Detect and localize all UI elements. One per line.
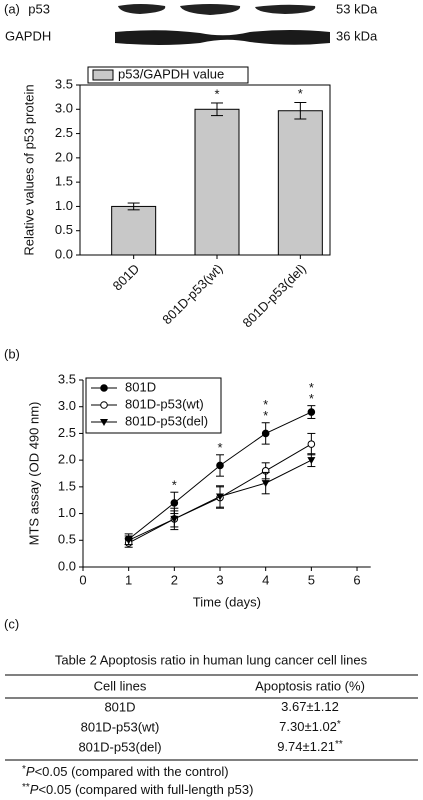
y-tick-label: 2.0 <box>58 452 76 467</box>
y-tick-label: 1.0 <box>55 198 73 213</box>
x-tick-label: 5 <box>308 572 315 587</box>
x-tick-label: 3 <box>216 572 223 587</box>
y-tick-label: 1.5 <box>58 478 76 493</box>
blot-size: 53 kDa <box>336 1 378 16</box>
y-axis-label: Relative values of p53 protein <box>21 84 36 255</box>
annotation: * <box>298 86 303 101</box>
annotation: * <box>309 380 314 395</box>
panel-label: (b) <box>4 346 20 361</box>
y-tick-label: 2.5 <box>55 125 73 140</box>
footnote-mark: * <box>337 719 341 730</box>
table-cell: 801D-p53(wt) <box>81 719 160 734</box>
footnote: *P<0.05 (compared with the control) <box>22 764 229 780</box>
ratio: 3.67±1.12 <box>281 699 339 714</box>
marker <box>170 499 179 507</box>
table-caption: Table 2 Apoptosis ratio in human lung ca… <box>55 652 368 667</box>
y-tick-label: 2.5 <box>58 425 76 440</box>
y-tick-label: 3.5 <box>58 371 76 386</box>
legend-box <box>85 377 222 434</box>
x-tick-label: 4 <box>262 572 269 587</box>
x-tick-label: 2 <box>171 572 178 587</box>
annotation: * <box>214 86 219 101</box>
footnote-text: <0.05 (compared with full-length p53) <box>38 782 253 797</box>
marker <box>100 384 108 392</box>
table-cell: 801D <box>104 699 135 714</box>
bar <box>277 110 323 256</box>
x-tick-label: 6 <box>353 572 360 587</box>
x-tick-label: 801D-p53(wt) <box>159 261 225 327</box>
y-tick-label: 0.0 <box>58 558 76 573</box>
x-tick-label: 0 <box>79 572 86 587</box>
legend-label: 801D-p53(del) <box>125 413 208 428</box>
annotation: * <box>217 440 222 455</box>
error-bar <box>294 101 307 120</box>
x-tick-label: 801D <box>110 261 143 294</box>
bar <box>111 205 157 256</box>
annotation: * <box>263 397 268 412</box>
error-bar <box>211 102 223 117</box>
x-axis-label: Time (days) <box>193 594 261 609</box>
y-tick-label: 2.0 <box>55 149 73 164</box>
blot-label: p53 <box>28 1 50 16</box>
marker <box>307 408 316 416</box>
table-cell: 7.30±1.02* <box>279 719 341 735</box>
table-cell: 801D-p53(del) <box>78 739 161 754</box>
legend-label: 801D-p53(wt) <box>125 396 204 411</box>
ratio: 9.74±1.21 <box>277 739 335 754</box>
y-tick-label: 0.5 <box>58 532 76 547</box>
table-cell: 9.74±1.21** <box>277 739 343 755</box>
y-tick-label: 0.5 <box>55 222 73 237</box>
marker <box>124 537 133 545</box>
y-tick-label: 3.0 <box>55 101 73 116</box>
blot-label: GAPDH <box>5 28 51 43</box>
blot-size: 36 kDa <box>336 28 378 43</box>
marker <box>216 493 225 501</box>
y-tick-label: 1.5 <box>55 174 73 189</box>
table-cell: 3.67±1.12 <box>281 699 339 714</box>
y-tick-label: 3.5 <box>55 76 73 91</box>
annotation: * <box>263 408 268 423</box>
marker <box>216 461 224 470</box>
legend-swatch <box>92 69 114 81</box>
gapdh-band <box>115 30 330 45</box>
p53-band <box>118 4 316 15</box>
marker <box>307 457 316 465</box>
footnote-mark: ** <box>335 739 343 750</box>
annotation: * <box>309 391 314 406</box>
marker <box>170 515 179 523</box>
y-axis-label: MTS assay (OD 490 nm) <box>26 402 41 546</box>
legend-box <box>87 66 249 84</box>
annotation: * <box>172 478 177 493</box>
table-header: Apoptosis ratio (%) <box>255 678 365 693</box>
footnote-italic: P <box>30 782 39 797</box>
legend-label: 801D <box>125 379 156 394</box>
marker <box>100 401 108 409</box>
y-tick-label: 1.0 <box>58 505 76 520</box>
x-tick-label: 1 <box>125 572 132 587</box>
marker <box>261 429 270 438</box>
footnote-italic: P <box>26 764 35 779</box>
marker <box>307 440 316 448</box>
footnote-text: <0.05 (compared with the control) <box>35 764 229 779</box>
table-header: Cell lines <box>94 678 147 693</box>
panel-label: (a) <box>4 1 20 16</box>
y-tick-label: 3.0 <box>58 398 76 413</box>
panel-label: (c) <box>4 616 19 631</box>
ratio: 7.30±1.02 <box>279 719 337 734</box>
x-tick-label: 801D-p53(del) <box>240 261 309 330</box>
footnote-mark: ** <box>22 782 30 793</box>
footnote-mark: * <box>22 764 26 775</box>
bar <box>194 108 240 256</box>
western-blot <box>115 4 330 45</box>
error-bar <box>127 202 140 211</box>
marker <box>261 480 270 488</box>
y-tick-label: 0.0 <box>55 246 73 261</box>
footnote: **P<0.05 (compared with full-length p53) <box>22 782 253 798</box>
marker <box>100 419 108 426</box>
legend-label: p53/GAPDH value <box>118 66 224 81</box>
